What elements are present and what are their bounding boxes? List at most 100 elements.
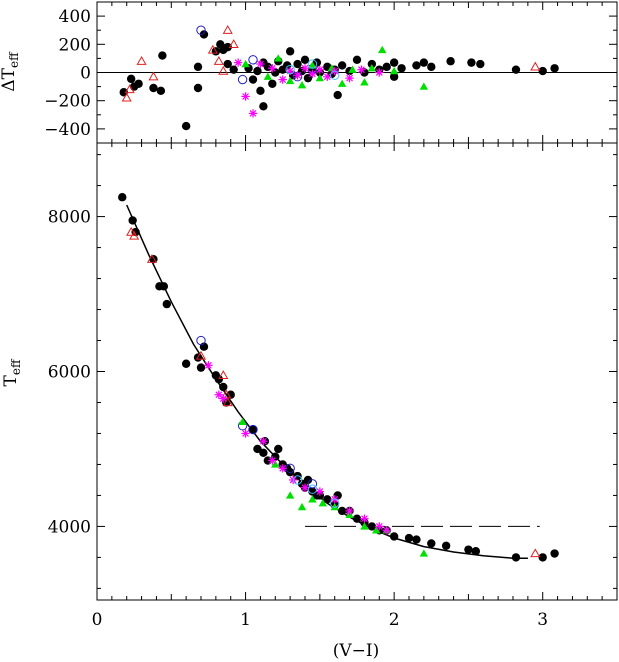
residual-point [207,44,218,54]
temperature-point [162,299,172,309]
temperature-point [285,491,295,499]
temperature-point [268,456,277,465]
residual-point [241,59,250,68]
residual-ytick-label: −200 [44,92,91,112]
residual-point [367,59,377,69]
residual-point [538,66,547,76]
temperature-point [308,495,317,503]
residual-point [337,61,347,70]
residual-point [378,45,387,54]
residual-point [352,55,362,65]
residual-point [136,56,147,65]
residual-point [550,64,559,73]
residual-point [476,59,485,69]
residual-point [213,56,224,65]
temperature-point [330,498,340,508]
residual-point [307,59,318,69]
residual-point [228,39,239,48]
residual-series-filled-circle [119,30,559,131]
temperature-point [375,522,384,531]
temperature-point [297,502,307,511]
x-tick-label: 1 [240,610,251,630]
temperature-ytick-label: 8000 [48,208,91,228]
residual-point [308,61,317,69]
temperature-point [367,522,377,531]
residual-point [300,55,310,65]
temperature-point [530,548,541,558]
temperature-point [181,359,191,368]
residual-point [148,71,159,81]
residual-point [315,65,325,74]
temperature-point [218,370,229,380]
temperature-point [300,483,310,492]
residual-point [330,70,340,81]
residual-point [308,69,317,79]
temperature-point [412,535,421,544]
residual-point [412,61,421,70]
residual-series-filled-triangle [241,45,429,90]
residual-series-open-triangle [121,24,541,102]
residual-point [345,73,354,83]
temperature-point [419,549,429,557]
residual-point [367,64,377,72]
residual-point [199,30,209,39]
temperature-series-open-circle [292,475,340,508]
temperature-point [159,282,169,291]
residual-point [181,121,191,131]
temperature-point [196,335,206,346]
temperature-point [464,545,473,554]
temperature-point [427,539,436,548]
residual-point [229,65,238,74]
temperature-point [278,464,287,473]
temperature-point [204,361,213,370]
residual-point [315,73,325,82]
residual-point [300,64,310,73]
residual-point [223,42,232,52]
residual-point [467,58,476,67]
residual-point [511,65,521,74]
residual-point [419,58,429,67]
temperature-point [372,526,381,534]
residual-point [357,65,366,74]
residual-point [419,82,429,90]
residual-ytick-label: 0 [80,64,91,84]
temperature-series-filled-triangle [238,417,429,557]
temperature-point [318,498,328,507]
temperature-point [274,444,283,454]
temperature-ytick-label: 4000 [48,517,91,537]
residual-point [233,58,243,67]
residual-point [193,62,203,72]
residual-point [237,74,248,85]
temperature-point [241,429,250,438]
residual-point [274,54,283,62]
residual-point [268,64,277,73]
residual-point [278,75,287,84]
residual-ytick-label: 400 [59,7,91,27]
temperature-point [360,522,369,530]
temperature-y-axis-label: Teff [1,358,23,386]
temperature-frame [96,142,618,601]
residual-point [389,58,399,67]
residual-point [248,55,258,65]
residual-point [293,59,302,69]
residual-y-axis-label: ΔTeff [0,51,21,92]
residual-point [158,51,167,60]
temperature-point [126,226,137,236]
residual-point [348,65,357,73]
temperature-point [389,532,399,541]
residual-point [259,102,268,111]
temperature-ytick-label: 6000 [48,363,91,383]
temperature-point [303,475,313,485]
residual-point [218,65,229,75]
residual-point [285,47,295,56]
temperature-point [248,424,258,435]
temperature-point [259,448,268,458]
residual-point [530,61,541,71]
residual-point [124,84,135,94]
temperature-point [307,479,318,489]
residual-point [149,83,158,93]
residual-point [397,64,406,73]
temperature-point [222,397,233,407]
residual-point [293,71,302,80]
